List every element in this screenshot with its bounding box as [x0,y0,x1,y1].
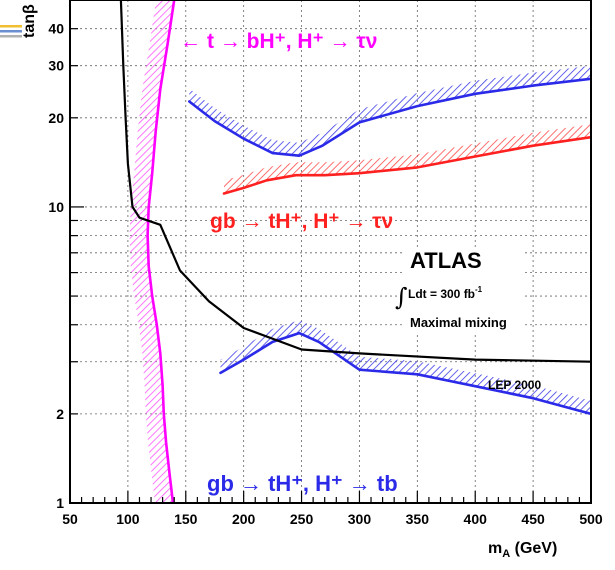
magenta-process-label: ← t → bH⁺, H⁺ → τν [180,30,377,53]
x-tick-label: 450 [521,511,545,527]
ticks [69,0,592,504]
y-axis-title: tanβ [21,4,38,38]
series-4-line [119,0,591,363]
x-tick-label: 500 [579,511,603,527]
mixing-label: Maximal mixing [410,315,507,330]
series-2-line [188,77,591,157]
series-3-line [219,331,591,416]
luminosity-label: Ldt = 300 fb-1 [408,285,483,301]
x-tick-label: 200 [232,511,256,527]
blue-process-label: gb → tH⁺, H⁺ → tb [207,471,398,496]
y-tick-label: 2 [56,406,64,422]
plot-frame [69,0,592,504]
y-tick-label: 10 [48,199,64,215]
y-tick-label: 40 [48,21,64,37]
legend-backdrop [404,248,522,332]
red-process-label: gb → tH⁺, H⁺ → τν [210,210,393,233]
x-tick-label: 100 [116,511,140,527]
lep-label: LEP 2000 [488,378,541,392]
slide-decoration [0,25,22,38]
y-tick-label: 20 [48,110,64,126]
series-2-hatch [189,65,591,156]
x-tick-label: 350 [406,511,430,527]
x-axis-title: mA (GeV) [488,540,557,560]
integral-sign: ∫ [395,283,408,311]
series-0-hatch [129,0,175,503]
experiment-label: ATLAS [410,248,482,273]
series-1-line [222,135,591,195]
series-1-hatch [224,124,591,194]
series-0-line [146,0,176,503]
x-tick-label: 300 [348,511,372,527]
x-tick-labels: 50 100 150 200 250 300 350 400 450 500 [62,511,603,527]
y-tick-label: 1 [56,495,64,511]
y-tick-labels: 1 2 10 20 30 40 [48,21,64,511]
x-tick-label: 250 [290,511,314,527]
x-tick-label: 150 [174,511,198,527]
y-tick-label: 30 [48,58,64,74]
x-tick-label: 50 [62,511,78,527]
x-tick-label: 400 [464,511,488,527]
curves [119,0,591,503]
